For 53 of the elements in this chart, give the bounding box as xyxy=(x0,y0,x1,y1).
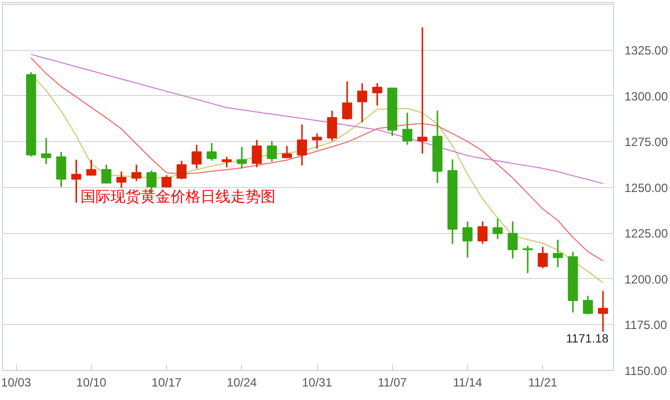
candlestick xyxy=(86,159,96,176)
candlestick xyxy=(372,82,382,106)
y-tick-label: 1200.00 xyxy=(624,272,668,286)
y-tick-label: 1275.00 xyxy=(624,135,668,150)
candlestick xyxy=(56,151,66,188)
y-tick-label: 1325.00 xyxy=(624,44,668,58)
candlestick xyxy=(192,144,202,170)
candlestick xyxy=(222,156,232,168)
candlestick xyxy=(342,80,352,120)
y-tick-label: 1175.00 xyxy=(624,318,668,332)
y-tick-label: 1150.00 xyxy=(624,364,668,378)
candlestick xyxy=(552,239,563,268)
candlestick xyxy=(101,164,112,184)
annotation: 1171.18 xyxy=(566,332,609,346)
y-tick-label: 1225.00 xyxy=(624,226,668,241)
line-series xyxy=(30,57,604,262)
x-tick-label: 10/24 xyxy=(226,376,258,390)
candlestick xyxy=(206,142,217,162)
candlestick xyxy=(236,146,247,170)
candlestick xyxy=(582,295,593,316)
candlestick xyxy=(71,159,82,204)
candlestick xyxy=(508,220,518,260)
candlestick xyxy=(417,26,428,154)
x-tick-label: 10/17 xyxy=(152,376,182,390)
candlestick xyxy=(162,174,172,188)
x-tick-label: 10/31 xyxy=(302,376,332,390)
candlestick xyxy=(116,170,126,189)
candlestick xyxy=(252,139,262,168)
x-tick-label: 10/03 xyxy=(1,376,32,390)
x-tick-label: 11/14 xyxy=(452,376,482,390)
candlestick xyxy=(462,220,473,258)
y-tick-label: 1300.00 xyxy=(624,89,668,104)
candlestick xyxy=(598,290,608,332)
candlestick xyxy=(176,160,187,180)
candlestick xyxy=(538,246,548,270)
candlestick xyxy=(522,245,533,274)
candlestick xyxy=(357,82,368,123)
candlestick xyxy=(327,110,338,142)
candlestick xyxy=(402,112,412,146)
candlestick xyxy=(312,132,322,150)
text: 国际现货黄金价格日线走势图 xyxy=(80,188,276,206)
x-tick-label: 10/10 xyxy=(76,376,107,390)
candlestick xyxy=(131,164,142,182)
candlestick xyxy=(282,145,292,158)
candlestick xyxy=(266,140,277,162)
candlestick xyxy=(492,218,503,240)
y-tick-label: 1250.00 xyxy=(624,180,668,195)
line-series xyxy=(30,54,604,184)
x-tick-label: 11/07 xyxy=(378,376,408,390)
candlestick xyxy=(41,137,52,165)
candlestick xyxy=(296,124,307,166)
x-tick-label: 11/21 xyxy=(528,376,558,390)
candlestick xyxy=(478,220,488,245)
